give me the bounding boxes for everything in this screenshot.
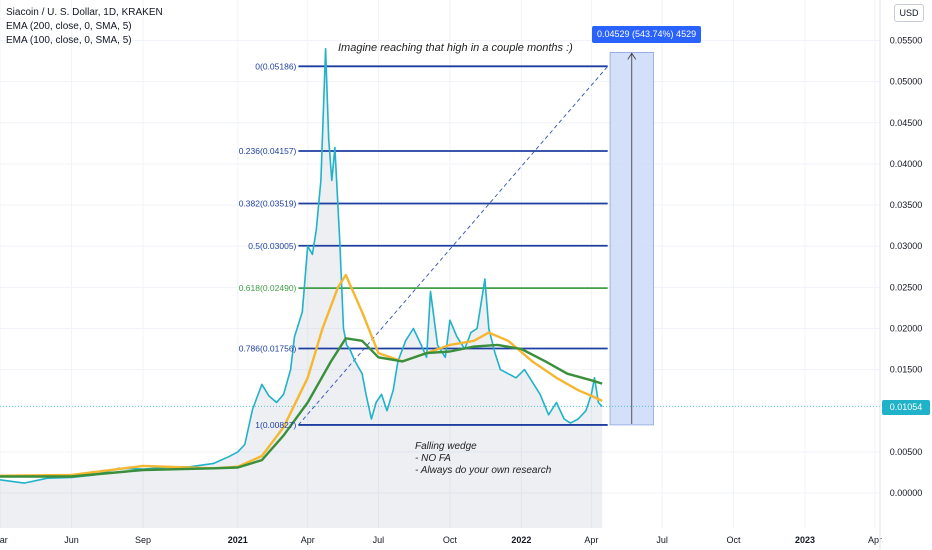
- x-tick-label: Apr: [868, 535, 882, 545]
- y-tick-label: 0.03000: [890, 241, 923, 251]
- fib-level-label: 0.382(0.03519): [239, 198, 297, 208]
- fib-level-label: 0.5(0.03005): [248, 241, 296, 251]
- ema100-legend: EMA (100, close, 0, SMA, 5): [6, 35, 132, 46]
- symbol-title: Siacoin / U. S. Dollar, 1D, KRAKEN: [6, 7, 163, 18]
- y-tick-label: 0.05000: [890, 77, 923, 87]
- fib-level-label: 0.236(0.04157): [239, 146, 297, 156]
- y-tick-label: 0.03500: [890, 200, 923, 210]
- x-tick-label: Sep: [135, 535, 151, 545]
- fib-level-label: 1(0.00827): [255, 420, 296, 430]
- x-tick-label: 2021: [228, 535, 248, 545]
- dashed-projection-line: [298, 66, 609, 426]
- x-tick-label: Apr: [301, 535, 315, 545]
- fib-level-label: 0.786(0.01756): [239, 344, 297, 354]
- fib-level-label: 0.618(0.02490): [239, 283, 297, 293]
- currency-button[interactable]: USD: [894, 4, 924, 22]
- y-tick-label: 0.02500: [890, 282, 923, 292]
- series-ema200-line: [0, 337, 603, 478]
- fib-level-label: 0(0.05186): [255, 61, 296, 71]
- y-tick-label: 0.00500: [890, 447, 923, 457]
- x-tick-label: 2023: [795, 535, 815, 545]
- y-tick-label: 0.01500: [890, 365, 923, 375]
- x-tick-label: Oct: [727, 535, 742, 545]
- price-range-label: 0.04529 (543.74%) 4529: [592, 26, 702, 43]
- x-tick-label: Oct: [443, 535, 458, 545]
- ema200-legend: EMA (200, close, 0, SMA, 5): [6, 21, 132, 32]
- x-tick-label: Jul: [656, 535, 668, 545]
- price-area-fill: [0, 48, 603, 528]
- note-line: - NO FA: [415, 453, 451, 464]
- fibonacci-retracement: [298, 65, 608, 426]
- x-tick-label: Mar: [0, 535, 8, 545]
- falling-wedge-note: Falling wedge - NO FA - Always do your o…: [415, 441, 551, 477]
- y-tick-label: 0.00000: [890, 488, 923, 498]
- y-tick-label: 0.04000: [890, 159, 923, 169]
- x-tick-label: Apr: [584, 535, 598, 545]
- chart-legend: Siacoin / U. S. Dollar, 1D, KRAKEN EMA (…: [6, 6, 163, 48]
- y-tick-label: 0.04500: [890, 118, 923, 128]
- series-price-line: [0, 47, 603, 484]
- y-tick-label: 0.05500: [890, 36, 923, 46]
- fibonacci-labels: 0(0.05186) 0.236(0.04157) 0.382(0.03519) 0.…: [239, 61, 297, 430]
- note-line: Falling wedge: [415, 441, 477, 452]
- note-line: - Always do your own research: [415, 465, 552, 476]
- y-tick-label: 0.02000: [890, 323, 923, 333]
- x-tick-label: Jun: [64, 535, 79, 545]
- current-price-tag: 0.01054: [882, 400, 930, 415]
- x-tick-label: 2022: [511, 535, 531, 545]
- y-axis: 0.05500 0.05000 0.04500 0.04000 0.03500 0.030…: [890, 36, 923, 499]
- headline-annotation: Imagine reaching that high in a couple m…: [338, 42, 573, 54]
- price-range-arrowhead: [627, 52, 637, 60]
- x-tick-label: Jul: [373, 535, 385, 545]
- x-axis: Mar Jun Sep 2021 Apr Jul Oct 2022 Apr Jul Oct 2023 A…: [0, 535, 882, 545]
